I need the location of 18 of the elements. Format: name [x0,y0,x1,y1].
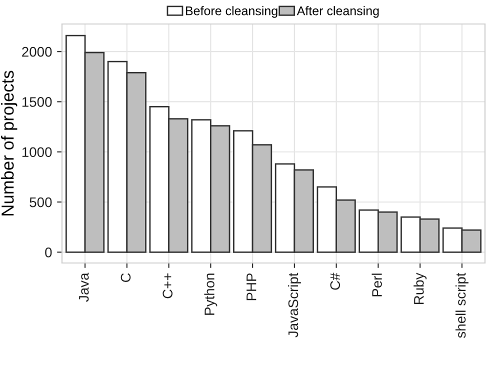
legend-label: After cleansing [296,6,379,18]
x-tick-label: PHP [246,273,256,300]
x-tick-label: Java [79,272,89,302]
y-tick-label: 1000 [22,147,52,158]
legend-label: Before cleansing [186,6,278,18]
y-tick-label: 0 [45,248,52,258]
x-tick-label: C [120,273,131,282]
x-tick-label: C# [330,272,340,290]
x-tick-label: JavaScript [288,272,301,338]
x-tick-label: C++ [162,273,173,298]
x-tick-label: Ruby [414,272,427,304]
x-tick-label: Perl [372,274,382,296]
y-axis-title: Number of projects [1,70,18,216]
y-tick-label: 2000 [22,46,52,57]
y-tick-label: 500 [30,197,52,208]
y-tick-label: 1500 [22,97,52,107]
x-tick-label: shell script [455,272,468,338]
x-tick-label: Python [204,274,218,315]
